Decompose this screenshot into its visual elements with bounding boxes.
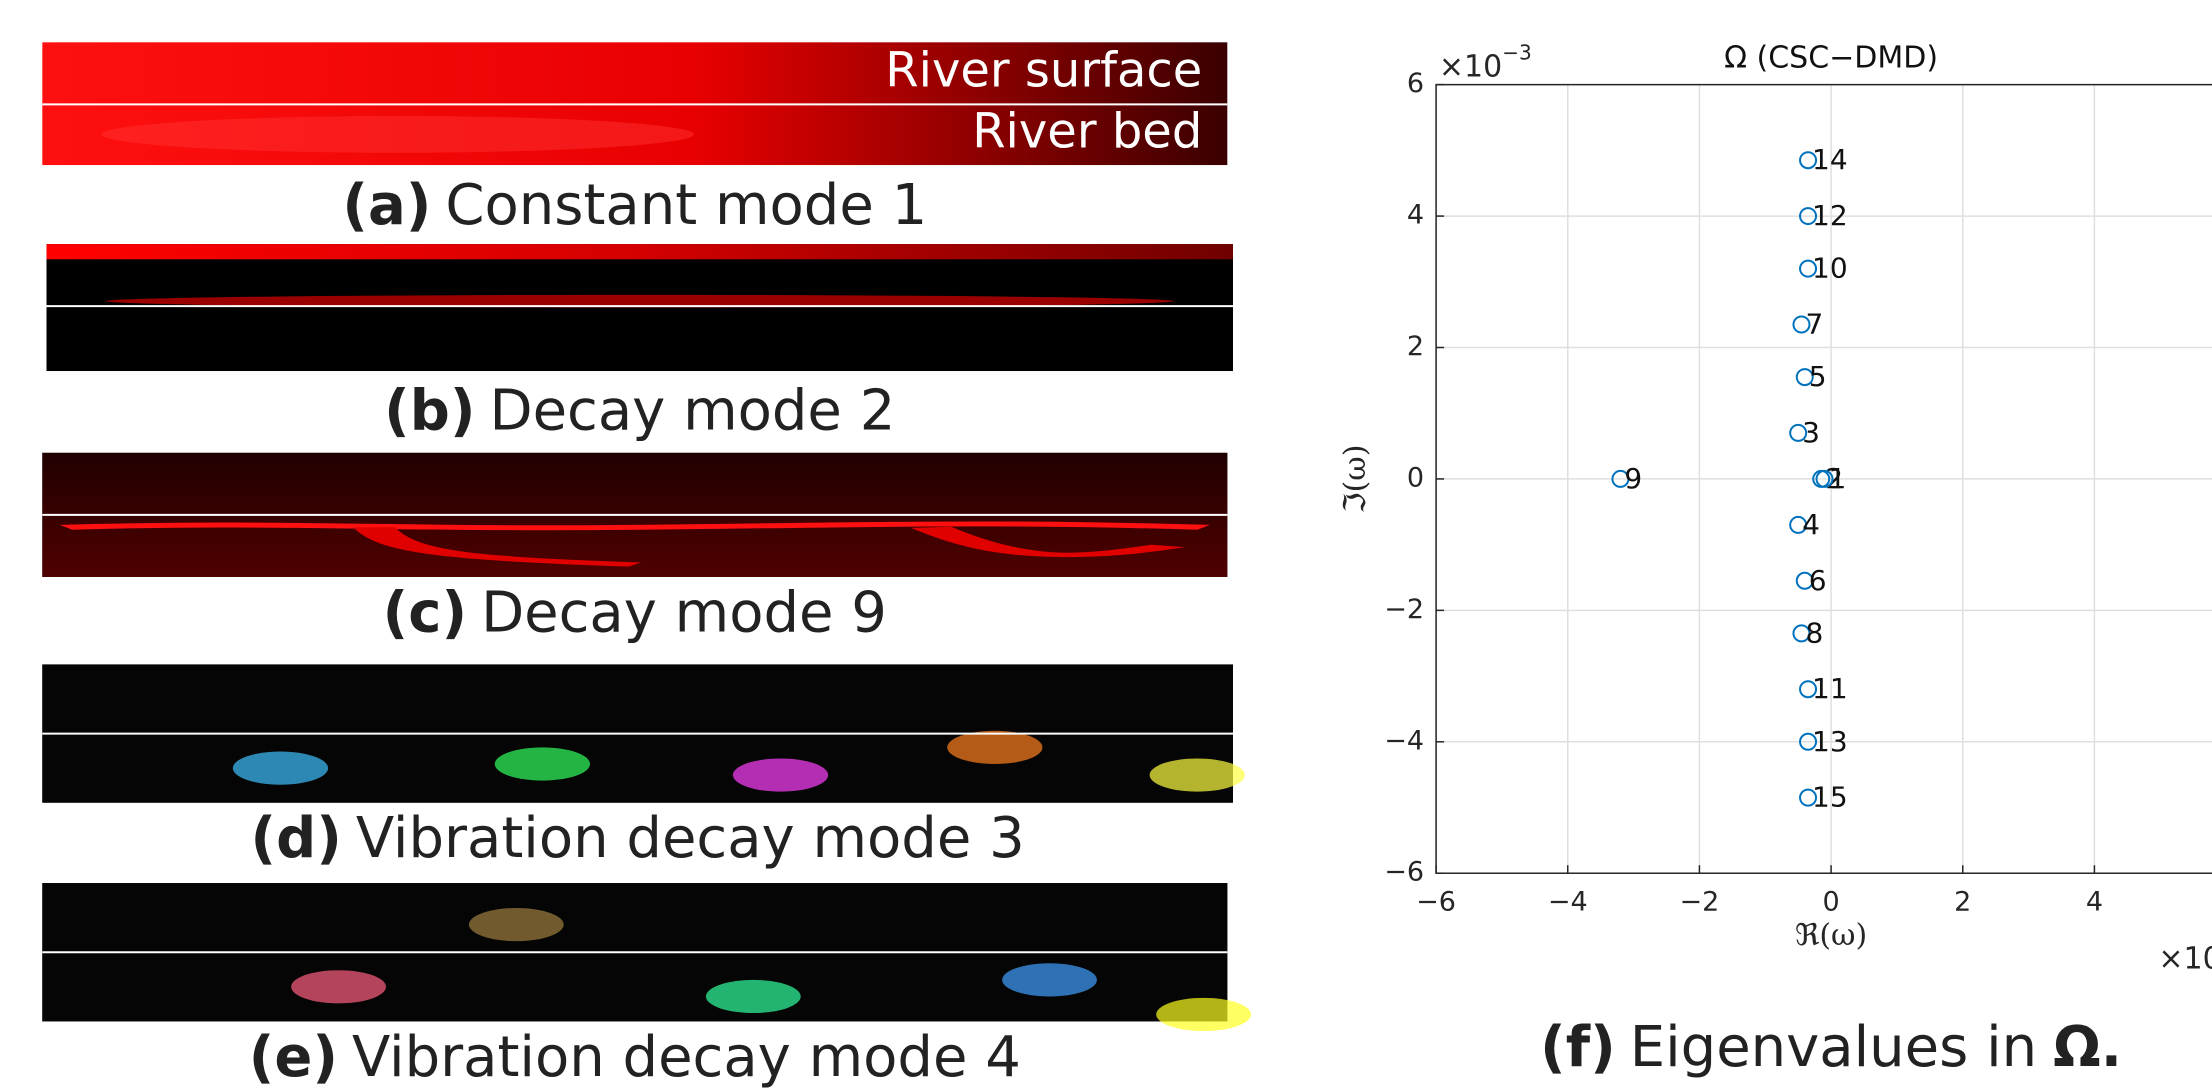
panel-caption: (b) Decay mode 2 xyxy=(384,379,895,444)
texture xyxy=(732,758,829,792)
panel-caption: (e) Vibration decay mode 4 xyxy=(249,1025,1021,1088)
point-label: 14 xyxy=(1812,143,1848,176)
caption-tag: (b) xyxy=(384,379,475,444)
caption-tag: (d) xyxy=(251,806,342,871)
caption-text: Decay mode 2 xyxy=(489,379,895,444)
point xyxy=(1611,469,1630,488)
point-label: 15 xyxy=(1812,781,1848,814)
x-tick-label: −2 xyxy=(1680,887,1720,918)
y-tick-label: 6 xyxy=(1407,68,1424,99)
multiplier-base: ×10 xyxy=(1439,49,1502,84)
texture xyxy=(353,526,1186,567)
texture xyxy=(1156,997,1252,1032)
panel-caption: (c) Decay mode 9 xyxy=(383,581,887,646)
texture xyxy=(46,244,1233,260)
axis-multiplier: ×10−3 xyxy=(2158,932,2212,976)
image-label: River bed xyxy=(972,104,1202,160)
caption-text: Eigenvalues in xyxy=(1630,1015,2037,1080)
x-tick-label: −6 xyxy=(1416,887,1456,918)
texture xyxy=(59,521,1210,531)
texture xyxy=(947,730,1043,764)
point-label: 11 xyxy=(1812,672,1848,705)
texture xyxy=(494,747,591,781)
axes-box xyxy=(1435,83,2212,874)
point-label: 4 xyxy=(1802,508,1820,541)
point-label: 3 xyxy=(1802,416,1820,449)
y-axis-label: ℑ(ω) xyxy=(1338,445,1373,514)
x-tick-label: 0 xyxy=(1822,887,1839,918)
x-tick-label: −4 xyxy=(1548,887,1588,918)
texture xyxy=(1149,758,1245,792)
plot-caption: (f) Eigenvalues in Ω. xyxy=(1540,1015,2122,1080)
texture xyxy=(705,979,801,1014)
point-label: 8 xyxy=(1805,616,1823,649)
point xyxy=(1799,680,1818,699)
caption-tag: (f) xyxy=(1540,1015,1616,1080)
point xyxy=(1792,315,1811,334)
multiplier-exp: −3 xyxy=(1502,40,1531,64)
y-tick-label: 4 xyxy=(1407,200,1424,231)
x-axis-label: ℜ(ω) xyxy=(1795,918,1867,953)
mode-panels: River surface River bed (a) Constant mode 1… xyxy=(42,42,1252,1088)
caption-text: Decay mode 9 xyxy=(481,581,887,646)
panel-caption: (a) Constant mode 1 xyxy=(342,173,927,238)
point xyxy=(1789,423,1808,442)
y-tick-label: 0 xyxy=(1407,462,1424,493)
point-label: 2 xyxy=(1825,462,1843,495)
image-label: River surface xyxy=(885,42,1202,98)
panel-caption: (d) Vibration decay mode 3 xyxy=(251,806,1025,871)
mode-image xyxy=(42,883,1252,1032)
y-tick-label: −2 xyxy=(1384,594,1424,625)
texture xyxy=(1002,963,1097,997)
x-tick-label: 2 xyxy=(1954,887,1971,918)
point xyxy=(1795,368,1814,387)
point xyxy=(1799,151,1818,170)
caption-text: Vibration decay mode 4 xyxy=(352,1025,1021,1088)
point xyxy=(1815,469,1834,488)
point-label: 7 xyxy=(1805,308,1823,341)
multiplier-base: ×10 xyxy=(2158,941,2212,976)
mode-image xyxy=(46,244,1233,372)
y-tick-label: 2 xyxy=(1407,331,1424,362)
texture xyxy=(291,970,386,1004)
point xyxy=(1799,788,1818,807)
caption-tag: (c) xyxy=(383,581,467,646)
texture xyxy=(101,115,695,153)
y-tick-label: −6 xyxy=(1384,857,1424,888)
point-label: 10 xyxy=(1812,252,1848,285)
y-tick-label: −4 xyxy=(1384,725,1424,756)
texture xyxy=(105,294,1174,308)
x-tick-label: 4 xyxy=(2086,887,2103,918)
caption-tag: (e) xyxy=(249,1025,338,1088)
caption-text: Vibration decay mode 3 xyxy=(356,806,1025,871)
point xyxy=(1795,571,1814,590)
point xyxy=(1799,732,1818,751)
caption-tag: (a) xyxy=(342,173,431,238)
point-label: 5 xyxy=(1809,360,1827,393)
texture xyxy=(232,751,329,785)
point xyxy=(1799,207,1818,226)
point-label: 9 xyxy=(1624,462,1642,495)
chart-title: Ω (CSC−DMD) xyxy=(1724,41,1938,76)
point-label: 12 xyxy=(1812,199,1848,232)
point-label: 6 xyxy=(1809,564,1827,597)
caption-text: Constant mode 1 xyxy=(445,173,927,238)
point xyxy=(1799,259,1818,278)
point xyxy=(1789,515,1808,534)
point-label: 13 xyxy=(1812,725,1848,758)
caption-symbol: Ω. xyxy=(2053,1015,2122,1080)
texture xyxy=(468,907,564,942)
point xyxy=(1792,624,1811,643)
point-label: 1 xyxy=(1829,462,1847,495)
axis-multiplier: ×10−3 xyxy=(1439,40,1532,84)
